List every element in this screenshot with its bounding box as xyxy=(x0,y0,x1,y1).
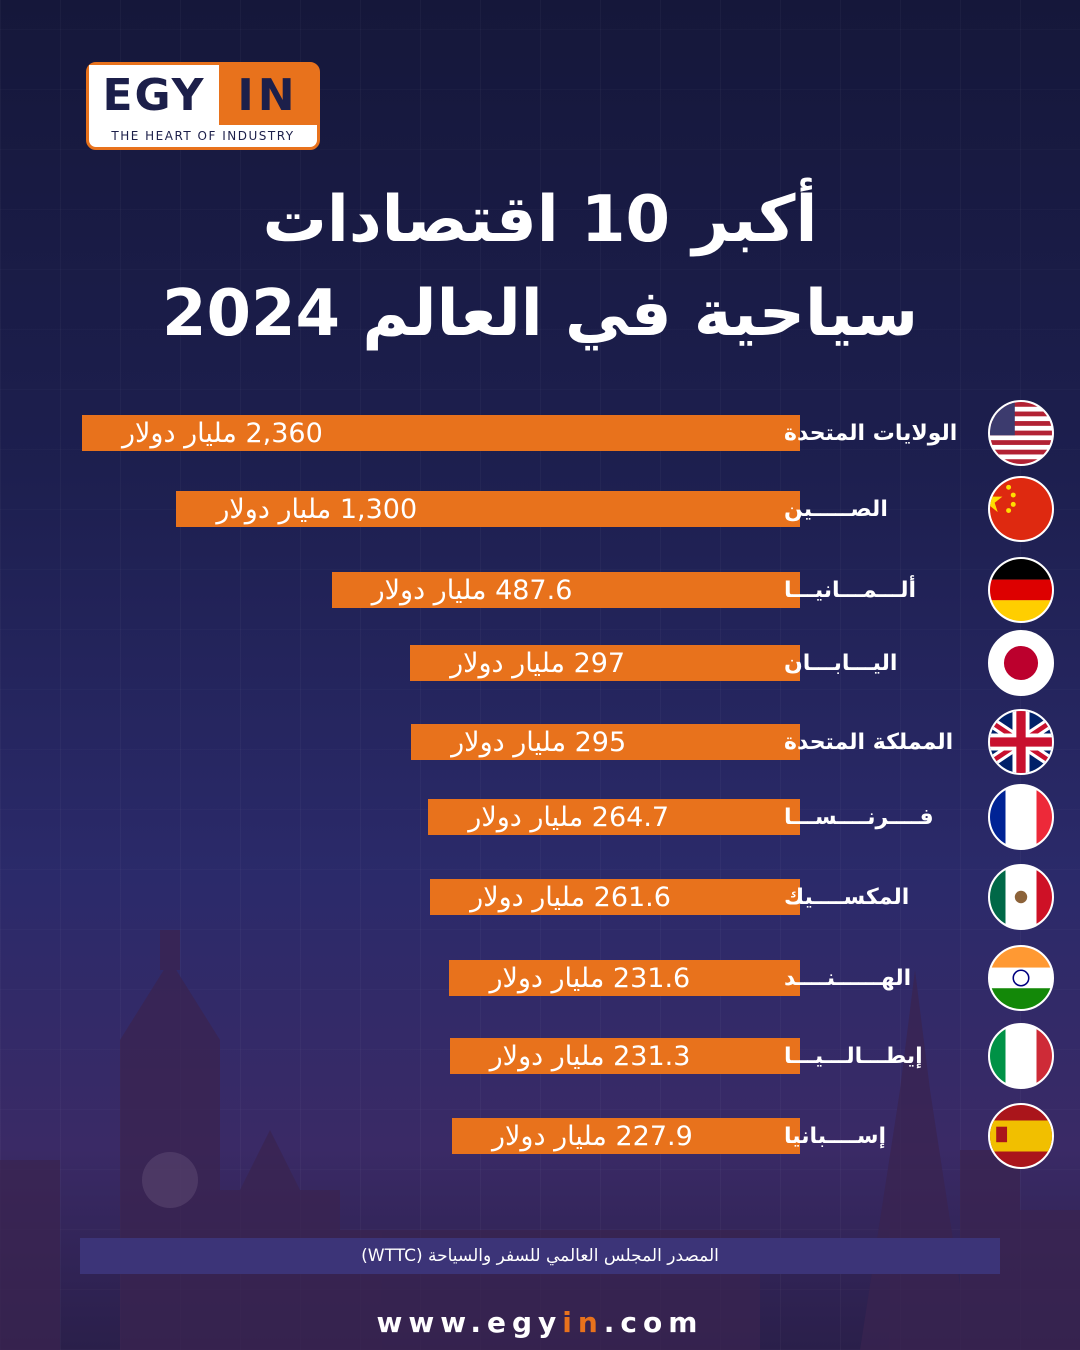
chart-title-line1: أكبر 10 اقتصادات xyxy=(262,183,818,257)
bar-value-label: 297 مليار دولار xyxy=(450,647,626,679)
website-url[interactable]: www.egyin.com xyxy=(0,1306,1080,1339)
bar-value-label: 231.6 مليار دولار xyxy=(489,962,691,994)
country-label: ألـــمـــانيـــا xyxy=(784,577,916,603)
germany-flag-icon xyxy=(988,557,1054,623)
china-flag-icon xyxy=(988,476,1054,542)
bar: 297 مليار دولار xyxy=(410,645,800,681)
country-label: فــــرنــــســـا xyxy=(784,804,934,830)
italy-flag-icon xyxy=(988,1023,1054,1089)
country-label: الهــــــنــــد xyxy=(784,965,912,991)
country-label: إســــبانيا xyxy=(784,1123,886,1149)
country-label: الولايات المتحدة xyxy=(784,420,958,446)
bar: 261.6 مليار دولار xyxy=(430,879,800,915)
logo-egy-text: EGY xyxy=(89,65,219,125)
india-flag-icon xyxy=(988,945,1054,1011)
bar: 2,360 مليار دولار xyxy=(82,415,800,451)
mexico-flag-icon xyxy=(988,864,1054,930)
logo-in-text: IN xyxy=(219,65,317,125)
bar: 1,300 مليار دولار xyxy=(176,491,800,527)
country-label: المكســــيك xyxy=(784,884,910,910)
logo-tagline: THE HEART OF INDUSTRY xyxy=(111,129,295,143)
bar: 264.7 مليار دولار xyxy=(428,799,800,835)
bar: 295 مليار دولار xyxy=(411,724,800,760)
spain-flag-icon xyxy=(988,1103,1054,1169)
source-note: المصدر المجلس العالمي للسفر والسياحة (WT… xyxy=(80,1238,1000,1274)
bar: 231.6 مليار دولار xyxy=(449,960,800,996)
bar-value-label: 231.3 مليار دولار xyxy=(489,1040,691,1072)
bar-value-label: 295 مليار دولار xyxy=(451,726,627,758)
japan-flag-icon xyxy=(988,630,1054,696)
bar-value-label: 264.7 مليار دولار xyxy=(468,801,670,833)
france-flag-icon xyxy=(988,784,1054,850)
usa-flag-icon xyxy=(988,400,1054,466)
bar-value-label: 227.9 مليار دولار xyxy=(492,1120,693,1152)
country-label: اليـــابـــان xyxy=(784,650,898,676)
bar-value-label: 261.6 مليار دولار xyxy=(470,881,671,913)
country-label: المملكة المتحدة xyxy=(784,729,954,755)
website-url-suffix: .com xyxy=(603,1306,704,1339)
uk-flag-icon xyxy=(988,709,1054,775)
bar: 227.9 مليار دولار xyxy=(452,1118,800,1154)
brand-logo: EGY IN THE HEART OF INDUSTRY xyxy=(86,62,320,150)
bar-value-label: 487.6 مليار دولار xyxy=(371,574,573,606)
bar: 231.3 مليار دولار xyxy=(449,1038,800,1074)
bar: 487.6 مليار دولار xyxy=(331,572,800,608)
country-label: إيطـــالـــيـــا xyxy=(784,1043,923,1069)
website-url-prefix: www.egy xyxy=(376,1306,563,1339)
chart-title-line2: سياحية في العالم 2024 xyxy=(161,277,919,351)
website-url-accent: in xyxy=(562,1306,604,1339)
bar-value-label: 2,360 مليار دولار xyxy=(122,417,323,449)
bar-value-label: 1,300 مليار دولار xyxy=(216,493,418,525)
country-label: الصـــــين xyxy=(784,496,888,522)
